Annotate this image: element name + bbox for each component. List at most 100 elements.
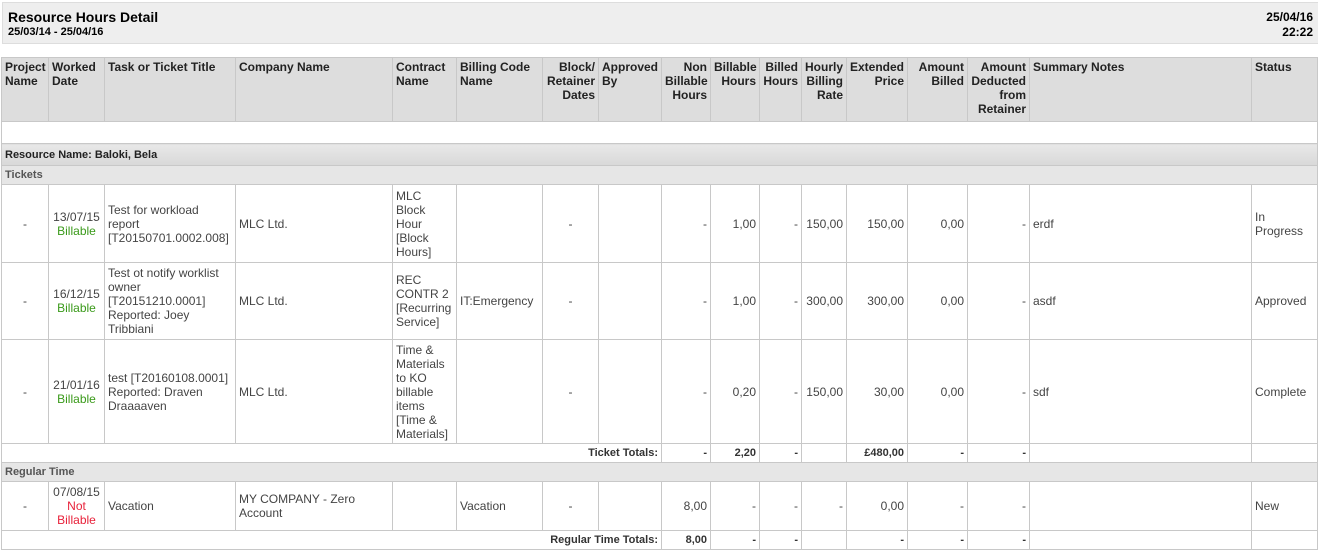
contract-cell [392, 481, 457, 531]
total-value: £480,00 [846, 443, 908, 463]
worked-date: 16/12/15 [53, 287, 100, 301]
column-header[interactable]: Summary Notes [1029, 57, 1252, 122]
run-time: 22:22 [1282, 25, 1313, 39]
total-value [801, 530, 847, 550]
column-header[interactable]: Non Billable Hours [661, 57, 711, 122]
spacer-row [1, 121, 1318, 144]
column-header[interactable]: Approved By [598, 57, 662, 122]
column-header[interactable]: Amount Billed [907, 57, 968, 122]
project-cell: - [1, 339, 49, 444]
table-row[interactable]: -16/12/15 Billable Test ot notify worklist… [1, 262, 1318, 340]
column-header[interactable]: Task or Ticket Title [104, 57, 236, 122]
extended-cell: 150,00 [846, 184, 908, 263]
column-header[interactable]: Billing Code Name [456, 57, 543, 122]
report-table: Project Name Worked Date Task or Ticket Ti… [1, 57, 1318, 550]
rate-cell: 150,00 [801, 339, 847, 444]
title-cell: test [T20160108.0001] Reported: Draven D… [104, 339, 236, 444]
column-header[interactable]: Company Name [235, 57, 393, 122]
deducted-cell: - [967, 262, 1030, 340]
section-label: Regular Time [1, 462, 1318, 482]
worked-date-cell: 13/07/15 Billable [48, 184, 105, 263]
rate-cell: - [801, 481, 847, 531]
total-value: - [759, 443, 802, 463]
billing-status: Billable [57, 301, 96, 315]
notes-cell: sdf [1029, 339, 1252, 444]
column-header[interactable]: Project Name [1, 57, 49, 122]
block-dates-cell: - [542, 262, 599, 340]
title-cell: Test ot notify worklist owner [T20151210… [104, 262, 236, 340]
section-row: Regular Time [1, 462, 1318, 482]
status-cell: Approved [1251, 262, 1318, 340]
deducted-cell: - [967, 184, 1030, 263]
non-billable-cell: - [661, 184, 711, 263]
billed-cell: - [759, 262, 802, 340]
total-value: - [710, 530, 760, 550]
table-row[interactable]: -21/01/16 Billable test [T20160108.0001] R… [1, 339, 1318, 444]
date-range: 25/03/14 - 25/04/16 [8, 26, 104, 38]
project-cell: - [1, 481, 49, 531]
column-header[interactable]: Extended Price [846, 57, 908, 122]
section-row: Tickets [1, 165, 1318, 185]
notes-cell: asdf [1029, 262, 1252, 340]
status-cell: New [1251, 481, 1318, 531]
spacer-cell [1, 121, 1318, 144]
company-cell: MLC Ltd. [235, 184, 393, 263]
total-empty [1251, 443, 1318, 463]
billable-hours-cell: 1,00 [710, 262, 760, 340]
worked-date: 07/08/15 [53, 485, 100, 499]
total-value: - [661, 443, 711, 463]
report-header: Resource Hours Detail 25/03/14 - 25/04/1… [2, 2, 1318, 44]
total-empty [1029, 443, 1252, 463]
notes-cell [1029, 481, 1252, 531]
billing-code-cell: Vacation [456, 481, 543, 531]
totals-row: Regular Time Totals: 8,00- - - - - [1, 530, 1318, 550]
total-value: - [907, 530, 968, 550]
approved-by-cell [598, 339, 662, 444]
approved-by-cell [598, 262, 662, 340]
table-row[interactable]: -13/07/15 Billable Test for workload repor… [1, 184, 1318, 263]
column-header[interactable]: Block/ Retainer Dates [542, 57, 599, 122]
total-value [801, 443, 847, 463]
billable-hours-cell: 0,20 [710, 339, 760, 444]
extended-cell: 0,00 [846, 481, 908, 531]
billing-code-cell: IT:Emergency [456, 262, 543, 340]
billed-cell: - [759, 184, 802, 263]
total-value: - [967, 443, 1030, 463]
section-label: Tickets [1, 165, 1318, 185]
column-header[interactable]: Worked Date [48, 57, 105, 122]
non-billable-cell: 8,00 [661, 481, 711, 531]
totals-label: Regular Time Totals: [1, 530, 662, 550]
billing-status: Not Billable [57, 499, 96, 527]
approved-by-cell [598, 184, 662, 263]
column-header[interactable]: Contract Name [392, 57, 457, 122]
extended-cell: 300,00 [846, 262, 908, 340]
total-value: 8,00 [661, 530, 711, 550]
amount-billed-cell: 0,00 [907, 339, 968, 444]
block-dates-cell: - [542, 184, 599, 263]
total-empty [1251, 530, 1318, 550]
column-header[interactable]: Billed Hours [759, 57, 802, 122]
billed-cell: - [759, 339, 802, 444]
total-value: - [759, 530, 802, 550]
billing-code-cell [456, 339, 543, 444]
amount-billed-cell: 0,00 [907, 262, 968, 340]
header-row: Project Name Worked Date Task or Ticket Ti… [1, 57, 1318, 122]
column-header[interactable]: Hourly Billing Rate [801, 57, 847, 122]
worked-date-cell: 16/12/15 Billable [48, 262, 105, 340]
column-header[interactable]: Amount Deducted from Retainer [967, 57, 1030, 122]
table-row[interactable]: -07/08/15 Not Billable Vacation MY COMPANY … [1, 481, 1318, 531]
run-timestamp: 25/04/16 22:22 [1266, 10, 1313, 40]
status-cell: In Progress [1251, 184, 1318, 263]
billing-status: Billable [57, 391, 96, 406]
worked-date: 21/01/16 [53, 377, 100, 392]
billing-code-cell [456, 184, 543, 263]
non-billable-cell: - [661, 339, 711, 444]
billable-hours-cell: - [710, 481, 760, 531]
column-header[interactable]: Billable Hours [710, 57, 760, 122]
status-cell: Complete [1251, 339, 1318, 444]
block-dates-cell: - [542, 481, 599, 531]
project-cell: - [1, 184, 49, 263]
project-cell: - [1, 262, 49, 340]
rate-cell: 300,00 [801, 262, 847, 340]
column-header[interactable]: Status [1251, 57, 1318, 122]
